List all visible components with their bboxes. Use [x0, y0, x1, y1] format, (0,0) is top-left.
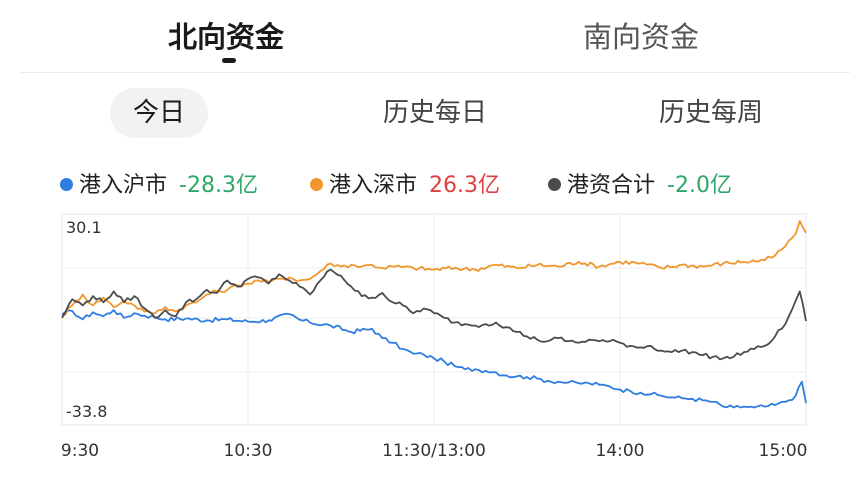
flow-direction-tabs: 北向资金 南向资金	[20, 0, 850, 73]
tab-history-weekly[interactable]: 历史每周	[658, 98, 763, 128]
x-tick-label: 14:00	[596, 441, 645, 461]
series-line-hu	[61, 309, 807, 409]
tab-southbound[interactable]: 南向资金	[583, 20, 700, 54]
y-tick-min: -33.8	[66, 402, 107, 421]
series-line-shen	[61, 220, 807, 318]
tab-today[interactable]: 今日	[110, 88, 208, 138]
series-line-total	[61, 268, 807, 361]
x-tick-label: 11:30/13:00	[382, 441, 486, 461]
active-tab-indicator	[222, 58, 236, 63]
legend-name-shen: 港入深市	[329, 173, 418, 198]
legend-value-shen: 26.3亿	[429, 173, 501, 198]
legend-item-shen: 港入深市 26.3亿	[310, 168, 500, 204]
legend-dot-total	[548, 177, 561, 191]
y-tick-max: 30.1	[66, 218, 102, 237]
legend-item-total: 港资合计 -2.0亿	[548, 168, 732, 204]
legend-dot-hu	[60, 177, 73, 191]
legend-item-hu: 港入沪市 -28.3亿	[60, 168, 258, 204]
x-tick-label: 15:00	[759, 441, 808, 461]
legend-value-total: -2.0亿	[667, 173, 732, 198]
legend-name-total: 港资合计	[567, 173, 656, 198]
legend-dot-shen	[310, 177, 323, 191]
x-tick-label: 10:30	[224, 441, 273, 461]
tab-history-daily[interactable]: 历史每日	[382, 98, 487, 128]
tab-northbound[interactable]: 北向资金	[168, 20, 285, 54]
legend-value-hu: -28.3亿	[179, 173, 258, 198]
time-range-tabs: 今日 历史每日 历史每周	[0, 88, 856, 140]
x-tick-label: 9:30	[61, 441, 99, 461]
legend-name-hu: 港入沪市	[79, 173, 168, 198]
